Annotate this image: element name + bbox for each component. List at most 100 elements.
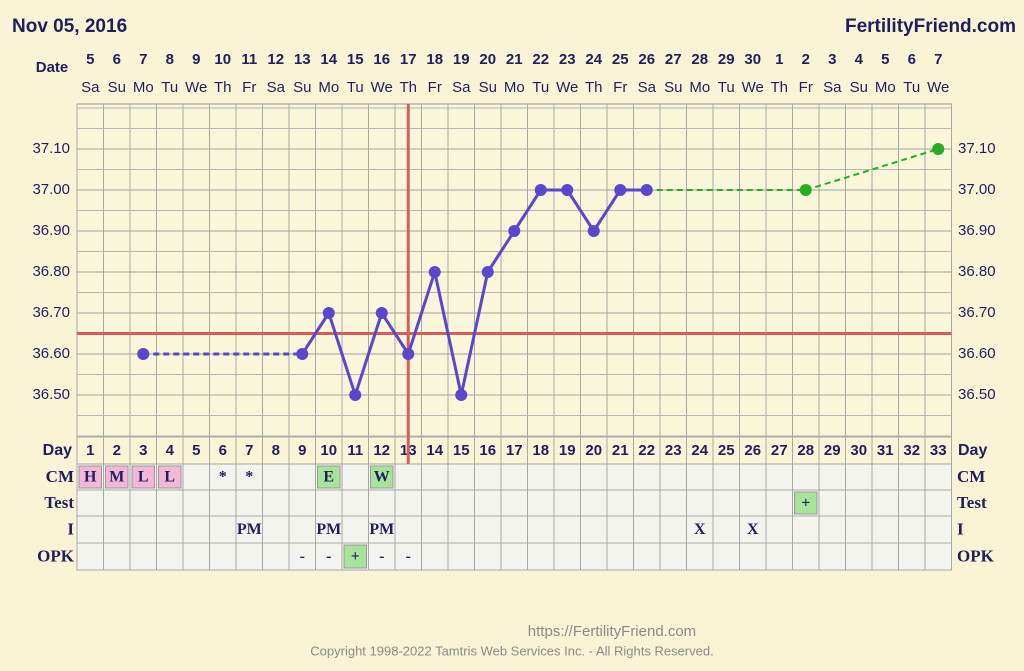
weekday-label: Th — [399, 79, 417, 96]
date-label: 5 — [881, 51, 889, 68]
weekday-label: Tu — [903, 79, 920, 96]
day-number: 32 — [903, 442, 920, 459]
y2-tick-label: 36.60 — [958, 345, 996, 362]
day-number: 22 — [638, 442, 655, 459]
weekday-label: Su — [293, 79, 311, 96]
date-label: 27 — [665, 51, 682, 68]
data-point — [402, 348, 415, 360]
weekday-label: Tu — [161, 79, 178, 96]
date-label: 25 — [612, 51, 629, 68]
day-number: 30 — [850, 442, 867, 459]
row-label: OPK — [37, 546, 75, 565]
y-tick-label: 36.70 — [32, 304, 70, 321]
day-number: 6 — [219, 442, 227, 459]
date-label: 16 — [373, 51, 390, 68]
site-name: FertilityFriend.com — [845, 16, 1016, 37]
weekday-label: Su — [850, 79, 868, 96]
row-label: CM — [46, 467, 74, 486]
series-segment — [327, 312, 357, 396]
weekday-label: Sa — [823, 79, 842, 96]
day-number: 10 — [320, 442, 337, 459]
day-number: 19 — [559, 442, 576, 459]
weekday-label: Th — [770, 79, 788, 96]
data-point — [640, 184, 653, 196]
day-number: 33 — [930, 442, 947, 459]
weekday-label: We — [556, 79, 578, 96]
series-segment — [300, 312, 331, 355]
date-label: 3 — [828, 51, 836, 68]
day-number: 4 — [166, 442, 175, 459]
weekday-label: Sa — [81, 79, 100, 96]
y2-tick-label: 37.10 — [958, 140, 996, 157]
data-point — [932, 143, 945, 155]
data-point — [349, 389, 362, 401]
day-label: Day — [43, 442, 72, 459]
cell-value: - — [326, 548, 331, 565]
date-label: 24 — [585, 51, 602, 68]
day-number: 5 — [192, 442, 200, 459]
cell-highlight — [370, 465, 394, 489]
cell-value: L — [164, 469, 175, 486]
date-label: 7 — [934, 51, 942, 68]
weekday-label: Tu — [532, 79, 549, 96]
cell-value: PM — [316, 521, 341, 538]
date-label: 1 — [775, 51, 783, 68]
series-segment — [512, 189, 543, 232]
series-segment — [459, 271, 490, 396]
day-number: 14 — [426, 442, 443, 459]
date-label: 30 — [744, 51, 761, 68]
data-point — [428, 266, 441, 278]
day-number: 3 — [139, 442, 147, 459]
table-area — [76, 463, 952, 571]
day-number: 9 — [298, 442, 306, 459]
day-label-right: Day — [958, 442, 987, 459]
date-label: 6 — [908, 51, 916, 68]
weekday-label: We — [371, 79, 393, 96]
day-number: 27 — [771, 442, 788, 459]
data-point — [455, 389, 468, 401]
date-label: 20 — [479, 51, 496, 68]
y-tick-label: 36.90 — [32, 222, 70, 239]
cell-value: * — [219, 469, 227, 486]
cell-highlight — [158, 465, 182, 489]
cell-highlight — [131, 465, 155, 489]
row-label-right: Test — [957, 493, 987, 512]
y-tick-label: 36.60 — [32, 345, 70, 362]
cell-value: W — [374, 469, 390, 486]
date-label: 14 — [320, 51, 337, 68]
series-segment — [433, 271, 463, 396]
row-label-right: I — [957, 519, 964, 538]
cell-value: H — [84, 469, 97, 486]
date-label: 2 — [802, 51, 810, 68]
series-segment — [486, 230, 516, 273]
day-number: 8 — [272, 442, 280, 459]
cell-value: * — [245, 469, 253, 486]
date-label: 19 — [453, 51, 470, 68]
weekday-label: Th — [585, 79, 603, 96]
day-number: 24 — [691, 442, 708, 459]
y2-tick-label: 37.00 — [958, 181, 996, 198]
weekday-label: Mo — [504, 79, 525, 96]
date-label: 12 — [267, 51, 284, 68]
cell-value: + — [351, 548, 360, 565]
date-label: 11 — [241, 51, 257, 68]
copyright: Copyright 1998-2022 Tamtris Web Services… — [310, 643, 713, 658]
weekday-label: Sa — [267, 79, 286, 96]
weekday-label: Fr — [428, 79, 442, 96]
series-segment — [592, 189, 622, 232]
date-label: 26 — [638, 51, 655, 68]
row-label: I — [67, 519, 74, 538]
day-number: 20 — [585, 442, 602, 459]
day-number: 17 — [506, 442, 523, 459]
date-label: 15 — [347, 51, 364, 68]
row-label: Test — [44, 493, 74, 512]
cell-value: + — [801, 495, 810, 512]
cell-value: L — [138, 469, 149, 486]
weekday-label: We — [185, 79, 207, 96]
y-tick-label: 36.50 — [32, 386, 70, 403]
day-number: 1 — [86, 442, 94, 459]
date-label: 18 — [426, 51, 443, 68]
series-segment — [380, 312, 410, 355]
